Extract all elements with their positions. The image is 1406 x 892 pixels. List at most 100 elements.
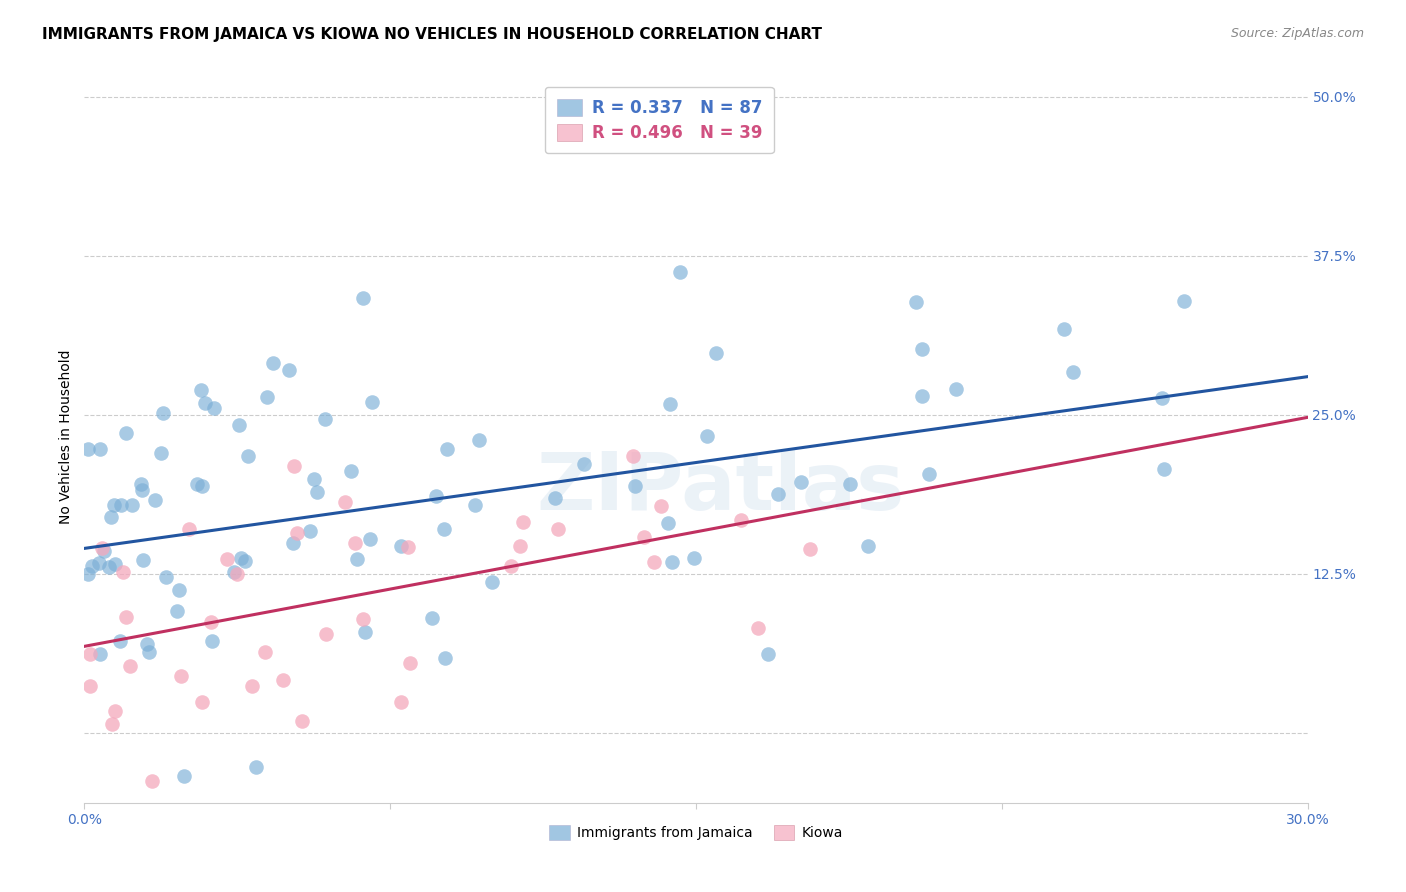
Point: [215, 551, 238, 566]
Point: [298, 524, 321, 538]
Point: [240, 679, 263, 693]
Point: [141, 774, 163, 789]
Point: [118, 659, 141, 673]
Point: [245, 760, 267, 774]
Point: [190, 383, 212, 397]
Point: [799, 541, 821, 556]
Point: [481, 574, 503, 589]
Point: [547, 522, 569, 536]
Point: [169, 582, 191, 597]
Point: [918, 467, 941, 481]
Point: [1053, 322, 1076, 336]
Point: [346, 552, 368, 566]
Point: [389, 539, 412, 553]
Point: [396, 541, 419, 555]
Point: [170, 668, 193, 682]
Point: [190, 478, 212, 492]
Point: [233, 554, 256, 568]
Point: [574, 457, 596, 471]
Point: [231, 551, 253, 566]
Point: [100, 510, 122, 524]
Point: [768, 487, 790, 501]
Point: [425, 489, 447, 503]
Point: [911, 342, 934, 356]
Point: [314, 412, 336, 426]
Point: [340, 464, 363, 478]
Point: [262, 356, 284, 370]
Point: [112, 565, 135, 579]
Point: [271, 673, 294, 687]
Point: [1152, 391, 1174, 405]
Point: [344, 536, 367, 550]
Point: [201, 634, 224, 648]
Point: [789, 475, 811, 489]
Point: [359, 532, 381, 546]
Point: [657, 516, 679, 530]
Point: [228, 417, 250, 432]
Point: [352, 612, 374, 626]
Point: [467, 433, 489, 447]
Point: [226, 566, 249, 581]
Point: [91, 541, 114, 555]
Point: [669, 265, 692, 279]
Point: [420, 611, 443, 625]
Point: [398, 656, 420, 670]
Point: [155, 570, 177, 584]
Point: [512, 515, 534, 529]
Point: [436, 442, 458, 457]
Point: [89, 647, 111, 661]
Point: [93, 544, 115, 558]
Point: [389, 695, 412, 709]
Point: [149, 446, 172, 460]
Point: [98, 560, 121, 574]
Point: [509, 539, 531, 553]
Point: [224, 565, 246, 579]
Point: [236, 450, 259, 464]
Point: [283, 458, 305, 473]
Point: [354, 625, 377, 640]
Point: [110, 498, 132, 512]
Point: [302, 473, 325, 487]
Point: [756, 647, 779, 661]
Point: [138, 645, 160, 659]
Point: [682, 551, 704, 566]
Point: [103, 498, 125, 512]
Text: IMMIGRANTS FROM JAMAICA VS KIOWA NO VEHICLES IN HOUSEHOLD CORRELATION CHART: IMMIGRANTS FROM JAMAICA VS KIOWA NO VEHI…: [42, 27, 823, 42]
Point: [904, 294, 927, 309]
Point: [136, 637, 159, 651]
Point: [464, 498, 486, 512]
Point: [173, 769, 195, 783]
Point: [352, 291, 374, 305]
Point: [433, 522, 456, 536]
Point: [191, 695, 214, 709]
Point: [115, 425, 138, 440]
Point: [659, 397, 682, 411]
Point: [281, 536, 304, 550]
Point: [643, 555, 665, 569]
Point: [1153, 462, 1175, 476]
Point: [202, 401, 225, 415]
Point: [1173, 294, 1195, 309]
Y-axis label: No Vehicles in Household: No Vehicles in Household: [59, 350, 73, 524]
Point: [152, 406, 174, 420]
Point: [1062, 365, 1084, 379]
Point: [143, 492, 166, 507]
Point: [501, 559, 523, 574]
Point: [200, 615, 222, 629]
Point: [624, 479, 647, 493]
Text: ZIPatlas: ZIPatlas: [536, 450, 904, 527]
Point: [839, 477, 862, 491]
Point: [129, 477, 152, 491]
Point: [911, 389, 934, 403]
Point: [89, 556, 111, 570]
Point: [77, 566, 100, 581]
Point: [706, 346, 728, 360]
Point: [747, 621, 769, 635]
Point: [433, 651, 456, 665]
Point: [131, 483, 153, 497]
Point: [858, 540, 880, 554]
Point: [166, 604, 188, 618]
Point: [621, 449, 644, 463]
Point: [361, 394, 384, 409]
Point: [696, 429, 718, 443]
